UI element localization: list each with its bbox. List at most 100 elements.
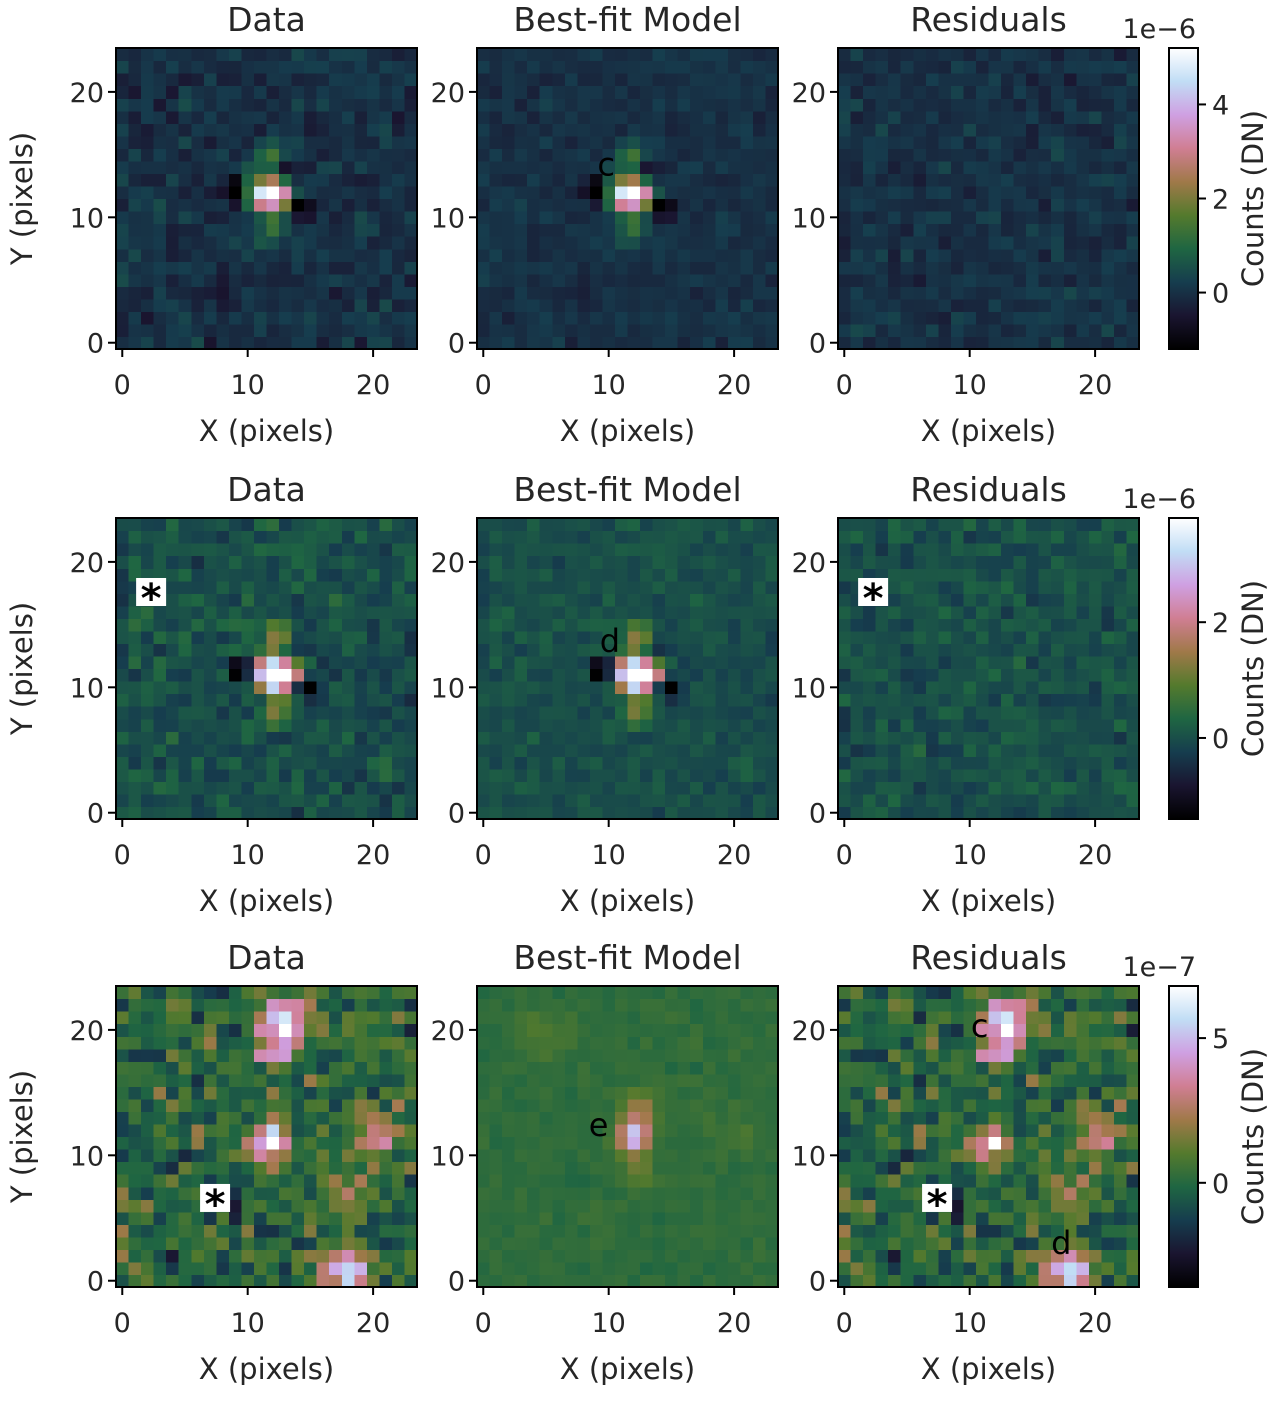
heatmap-cell: [341, 1161, 355, 1175]
heatmap-cell: [1038, 580, 1052, 594]
heatmap-cell: [166, 986, 180, 1000]
heatmap-cell: [279, 185, 293, 200]
heatmap-cell: [875, 173, 889, 187]
heatmap-cell: [128, 73, 142, 87]
heatmap-cell: [391, 1161, 406, 1175]
heatmap-cell: [216, 185, 230, 200]
heatmap-cell: [128, 1174, 142, 1188]
heatmap-cell: [291, 518, 305, 532]
heatmap-cell: [404, 173, 418, 187]
heatmap-cell: [166, 286, 180, 300]
heatmap-cell: [391, 323, 406, 338]
heatmap-cell: [702, 768, 716, 782]
heatmap-cell: [502, 630, 516, 645]
heatmap-cell: [116, 1011, 130, 1025]
heatmap-cell: [366, 555, 380, 569]
heatmap-cell: [988, 48, 1002, 62]
heatmap-cell: [765, 630, 779, 645]
heatmap-cell: [489, 198, 503, 212]
heatmap-cell: [614, 1249, 629, 1263]
heatmap-cell: [379, 630, 393, 645]
heatmap-cell: [404, 135, 418, 149]
heatmap-cell: [304, 1086, 318, 1100]
heatmap-cell: [888, 323, 902, 338]
heatmap-cell: [690, 1023, 704, 1037]
heatmap-cell: [963, 323, 977, 338]
heatmap-cell: [539, 756, 553, 770]
heatmap-cell: [379, 1136, 393, 1150]
heatmap-cell: [514, 518, 528, 532]
heatmap-cell: [341, 123, 355, 137]
heatmap-cell: [166, 160, 180, 175]
heatmap-cell: [116, 743, 130, 757]
heatmap-cell: [838, 273, 852, 287]
heatmap-cell: [677, 1274, 691, 1288]
heatmap-cell: [279, 668, 293, 682]
heatmap-cell: [304, 793, 318, 808]
heatmap-cell: [888, 1224, 902, 1238]
x-axis-label: X (pixels): [560, 414, 695, 448]
heatmap-cell: [1063, 1249, 1077, 1263]
heatmap-cell: [564, 48, 578, 62]
y-tick-label: 0: [448, 1267, 465, 1298]
heatmap-cell: [116, 630, 130, 645]
heatmap-cell: [727, 261, 741, 275]
heatmap-cell: [690, 160, 704, 175]
heatmap-cell: [279, 706, 293, 720]
heatmap-cell: [253, 286, 268, 300]
heatmap-cell: [514, 781, 528, 795]
heatmap-cell: [640, 1111, 654, 1125]
heatmap-cell: [1026, 98, 1040, 112]
x-tick-label: 10: [231, 1308, 265, 1339]
heatmap-cell: [153, 1023, 167, 1037]
heatmap-cell: [875, 298, 889, 312]
heatmap-cells: [477, 986, 779, 1288]
heatmap-cell: [1076, 743, 1090, 757]
heatmap-cell: [514, 223, 528, 237]
heatmap-cell: [279, 286, 293, 300]
heatmap-cell: [564, 223, 578, 237]
heatmap-cell: [1088, 198, 1102, 212]
heatmap-cell: [128, 543, 142, 557]
heatmap-cell: [888, 173, 902, 187]
heatmap-cell: [1051, 273, 1065, 287]
heatmap-cell: [702, 98, 716, 112]
axes-frame: [476, 517, 779, 820]
heatmap-cell: [1026, 806, 1040, 820]
heatmap-cell: [938, 781, 952, 795]
heatmap-cell: [740, 135, 754, 149]
heatmap-cell: [166, 806, 180, 820]
heatmap-cell: [925, 173, 939, 187]
heatmap-cell: [354, 618, 368, 632]
heatmap-cell: [354, 530, 368, 544]
heatmap-cell: [1013, 160, 1027, 175]
heatmap-cell: [665, 60, 679, 74]
heatmap-cell: [253, 160, 268, 175]
heatmap-cell: [404, 336, 418, 350]
heatmap-cell: [1026, 311, 1040, 325]
heatmap-cell: [875, 1161, 889, 1175]
heatmap-cell: [1063, 60, 1077, 74]
heatmap-cell: [1026, 681, 1040, 695]
heatmap-cell: [552, 1086, 566, 1100]
heatmap-cell: [391, 211, 406, 225]
heatmap-cell: [203, 273, 217, 287]
heatmap-cell: [1051, 211, 1065, 225]
heatmap-cell: [727, 1098, 741, 1113]
heatmap-cell: [477, 185, 491, 200]
heatmap-cell: [950, 618, 965, 632]
heatmap-cell: [527, 173, 541, 187]
heatmap-cell: [216, 580, 230, 594]
heatmap-cell: [502, 756, 516, 770]
heatmap-cell: [727, 148, 741, 162]
heatmap-cell: [166, 1211, 180, 1225]
heatmap-cell: [652, 98, 666, 112]
heatmap-cell: [627, 1048, 641, 1062]
heatmap-cell: [677, 236, 691, 250]
heatmap-cell: [366, 1048, 380, 1062]
heatmap-cell: [404, 1036, 418, 1050]
heatmap-cell: [690, 73, 704, 87]
heatmap-cell: [316, 618, 330, 632]
heatmap-cell: [502, 718, 516, 732]
